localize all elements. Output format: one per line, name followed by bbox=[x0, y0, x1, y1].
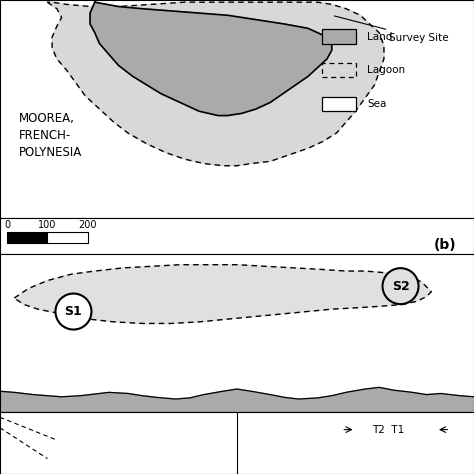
Text: 100: 100 bbox=[38, 220, 56, 230]
Text: T2  T1: T2 T1 bbox=[373, 425, 405, 435]
Bar bbox=[322, 97, 356, 111]
Text: Land: Land bbox=[367, 32, 393, 42]
Bar bbox=[322, 63, 356, 77]
Ellipse shape bbox=[383, 268, 419, 304]
Polygon shape bbox=[90, 2, 332, 116]
Bar bbox=[47, 232, 88, 243]
Text: Sea: Sea bbox=[367, 99, 387, 109]
Text: Lagoon: Lagoon bbox=[367, 65, 405, 75]
Bar bbox=[7, 232, 47, 243]
Text: S1: S1 bbox=[64, 305, 82, 318]
Text: S2: S2 bbox=[392, 280, 410, 292]
Bar bbox=[322, 29, 356, 44]
Text: MOOREA,
FRENCH-
POLYNESIA: MOOREA, FRENCH- POLYNESIA bbox=[19, 112, 82, 159]
Polygon shape bbox=[47, 2, 384, 166]
Polygon shape bbox=[14, 264, 431, 323]
Text: 0: 0 bbox=[4, 220, 10, 230]
Text: (b): (b) bbox=[434, 237, 457, 252]
Ellipse shape bbox=[55, 293, 91, 329]
Text: 200: 200 bbox=[78, 220, 97, 230]
Text: Survey Site: Survey Site bbox=[335, 16, 448, 43]
